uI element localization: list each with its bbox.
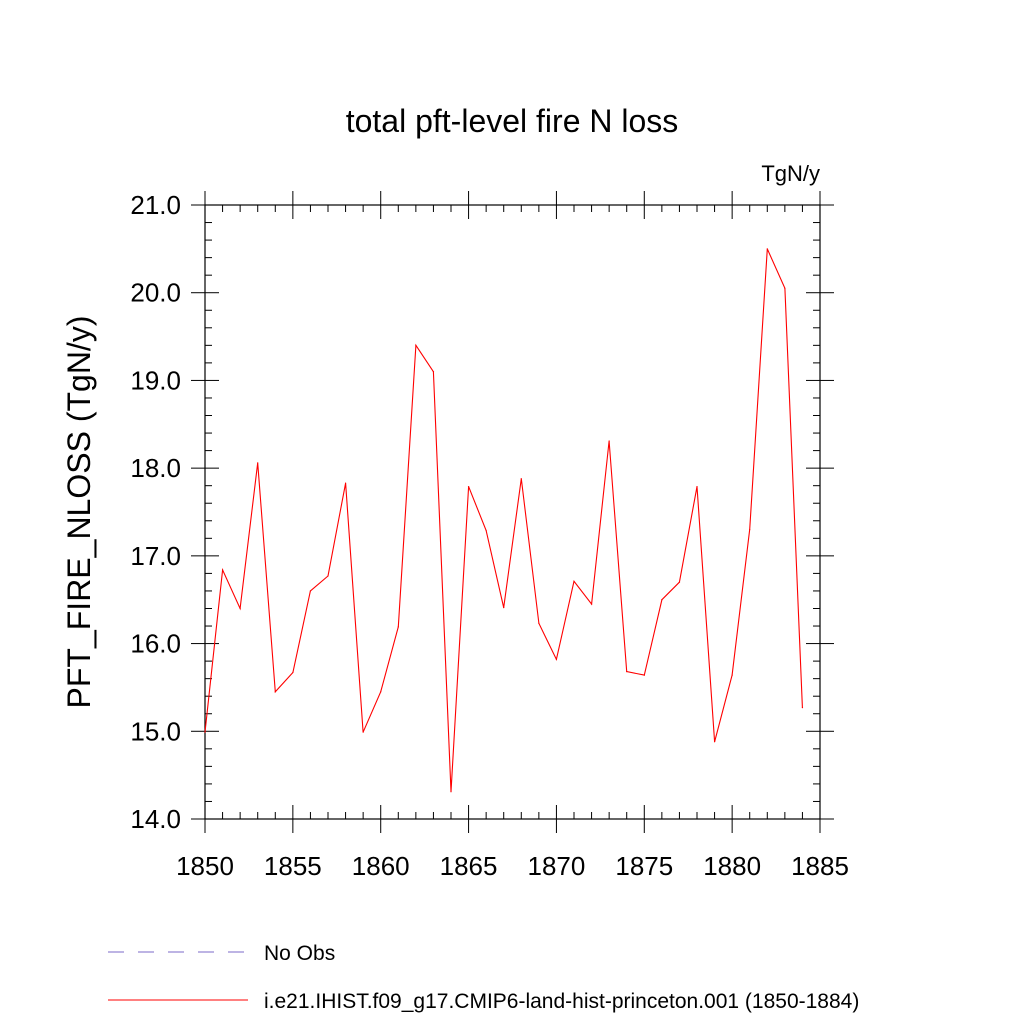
legend: No Obs i.e21.IHIST.f09_g17.CMIP6-land-his… [108,942,859,1013]
data-point [467,485,470,488]
data-point [661,599,663,601]
x-tick-label: 1870 [528,851,586,881]
x-tick-label: 1865 [440,851,498,881]
data-point [801,707,804,709]
data-point [608,440,610,442]
data-point [432,371,435,373]
data-point [749,528,751,531]
data-point [397,626,399,628]
data-point [784,287,786,289]
data-point [309,590,312,592]
y-tick-label: 21.0 [130,190,181,220]
x-tick-label: 1850 [176,851,234,881]
y-tick-label: 15.0 [130,716,181,746]
data-point [573,580,575,582]
data-point [590,603,593,605]
data-point [485,529,487,532]
y-axis-label: PFT_FIRE_NLOSS (TgN/y) [61,316,97,709]
data-point [766,248,768,250]
data-point [731,674,733,676]
data-point [380,691,382,693]
units-label: TgN/y [761,161,820,186]
data-point [362,731,364,733]
data-point [520,478,522,480]
x-tick-label: 1875 [615,851,673,881]
chart-title: total pft-level fire N loss [346,103,679,139]
data-point [713,741,716,743]
data-point [257,462,259,464]
data-point [274,691,276,693]
x-tick-label: 1880 [703,851,761,881]
plot-area: 1850 1855 1860 1865 1870 1875 1880 1885 14.0 15.0… [130,190,849,881]
data-point [678,581,681,583]
series-line [204,248,803,792]
y-tick-label: 20.0 [130,278,181,308]
x-tick-label: 1860 [352,851,410,881]
plot-frame [204,204,821,820]
data-point [239,607,241,610]
y-tick-label: 19.0 [130,365,181,395]
data-point [344,482,347,484]
data-point [292,671,294,674]
data-point [643,674,645,676]
x-tick-label: 1885 [791,851,849,881]
data-point [696,485,698,488]
data-point [415,344,417,346]
y-tick-label: 14.0 [130,804,181,834]
x-tick-label: 1855 [264,851,322,881]
data-point [555,658,558,660]
data-point [538,622,540,624]
y-tick-label: 18.0 [130,453,181,483]
data-point [503,607,505,609]
legend-label: No Obs [264,942,335,965]
y-tick-label: 16.0 [130,629,181,659]
data-point [626,671,628,673]
legend-label: i.e21.IHIST.f09_g17.CMIP6-land-hist-prin… [264,990,859,1013]
y-tick-label: 17.0 [130,541,181,571]
data-point [221,569,224,571]
data-point [327,575,329,577]
data-point [204,731,206,733]
data-point [450,791,452,793]
